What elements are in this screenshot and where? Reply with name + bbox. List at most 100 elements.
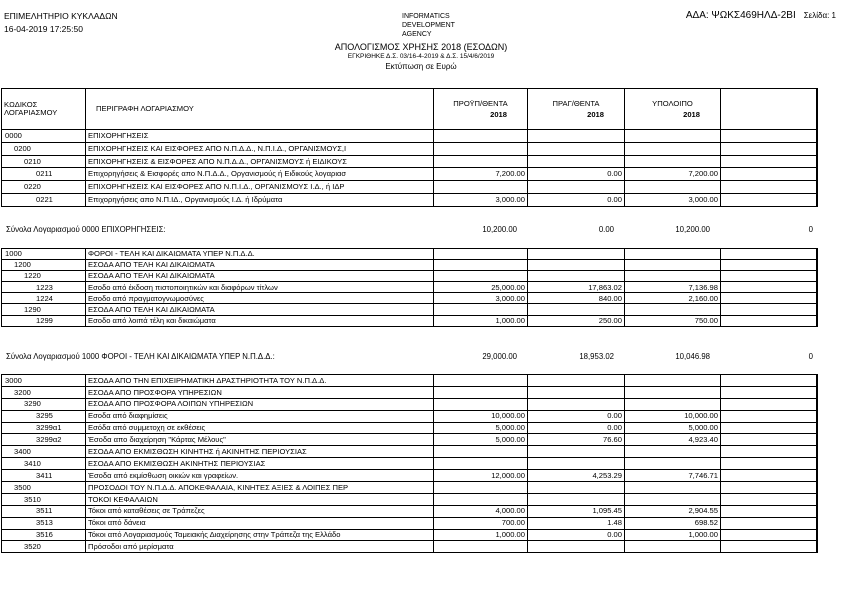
realized-value: 4,253.29 xyxy=(527,469,625,483)
extra-cell xyxy=(720,433,818,447)
remaining-value xyxy=(624,492,721,506)
account-code: 0211 xyxy=(1,167,86,182)
accounts-table: 1000 ΦΟΡΟΙ - ΤΕΛΗ ΚΑΙ ΔΙΚΑΙΩΜΑΤΑ ΥΠΕΡ Ν.Π… xyxy=(1,247,818,327)
extra-cell xyxy=(720,516,818,530)
remaining-value xyxy=(624,374,721,387)
accounts-table: 3000 ΕΣΟΔΑ ΑΠΟ ΤΗΝ ΕΠΙΧΕΙΡΗΜΑΤΙΚΗ ΔΡΑΣΤΗΡ… xyxy=(1,374,818,554)
total-realized: 18,953.02 xyxy=(579,352,614,361)
table-row: 3290 ΕΣΟΔΑ ΑΠΟ ΠΡΟΣΦΟΡΑ ΛΟΙΠΩΝ ΥΠΗΡΕΣΙΩΝ xyxy=(1,397,818,411)
budget-value xyxy=(433,374,528,387)
remaining-value: 5,000.00 xyxy=(624,421,721,435)
extra-cell xyxy=(720,374,818,387)
total-budget: 10,200.00 xyxy=(482,225,517,234)
extra-cell xyxy=(720,281,818,294)
remaining-value: 10,000.00 xyxy=(624,409,721,423)
realized-value xyxy=(527,492,625,506)
budget-value xyxy=(433,481,528,494)
column-year: 2018 xyxy=(587,109,604,119)
column-title: ΠΡΑΓ/ΘΕΝΤΑ xyxy=(552,98,600,108)
realized-value xyxy=(527,141,625,156)
extra-cell xyxy=(720,141,818,156)
account-code: 3410 xyxy=(1,457,86,471)
realized-value xyxy=(527,445,625,459)
realized-value: 0.00 xyxy=(527,167,625,182)
ada-code: ΑΔΑ: ΨΩΚΣ469ΗΛΔ-2ΒΙ xyxy=(685,10,796,21)
report-title: ΑΠΟΛΟΓΙΣΜΟΣ ΧΡΗΣΗΣ 2018 (ΕΣΟΔΩΝ) xyxy=(334,42,508,52)
budget-value xyxy=(433,129,528,143)
budget-value: 25,000.00 xyxy=(433,281,528,294)
realized-value xyxy=(527,397,625,411)
extra-cell xyxy=(720,492,818,506)
remaining-value: 1,000.00 xyxy=(624,528,721,542)
page-number: Σελίδα: 1 xyxy=(803,11,836,20)
remaining-value xyxy=(624,141,721,156)
extra-cell xyxy=(720,385,818,399)
account-code: 0210 xyxy=(1,154,86,169)
column-header-remaining: ΥΠΟΛΟΙΠΟ 2018 xyxy=(624,88,721,130)
account-description: Έσοδα από εκμίσθωση οικιών και γραφείων. xyxy=(85,469,434,483)
table-row: 3510 ΤΟΚΟΙ ΚΕΦΑΛΑΙΩΝ xyxy=(1,492,818,506)
realized-value xyxy=(527,540,625,554)
extra-cell xyxy=(720,409,818,423)
top-right-header: ΑΔΑ: ΨΩΚΣ469ΗΛΔ-2ΒΙ Σελίδα: 1 xyxy=(686,10,836,21)
realized-value: 250.00 xyxy=(527,314,625,327)
account-code: 3200 xyxy=(1,385,86,399)
remaining-value xyxy=(624,154,721,169)
extra-cell xyxy=(720,445,818,459)
extra-cell xyxy=(720,192,818,207)
realized-value: 840.00 xyxy=(527,292,625,305)
budget-value: 12,000.00 xyxy=(433,469,528,483)
remaining-value xyxy=(624,540,721,554)
column-year: 2018 xyxy=(490,109,507,119)
table-row: 0200 ΕΠΙΧΟΡΗΓΗΣΕΙΣ ΚΑΙ ΕΙΣΦΟΡΕΣ ΑΠΟ Ν.Π.Δ… xyxy=(1,141,818,156)
currency-note: Εκτύπωση σε Ευρώ xyxy=(385,62,457,71)
remaining-value: 2,904.55 xyxy=(624,504,721,518)
account-description: ΕΣΟΔΑ ΑΠΟ ΤΕΛΗ ΚΑΙ ΔΙΚΑΙΩΜΑΤΑ xyxy=(85,303,434,316)
realized-value xyxy=(527,180,625,194)
table-row: 1223 Εσοδο από έκδοση πιστοποιητικών και … xyxy=(1,281,818,294)
account-description: ΕΣΟΔΑ ΑΠΟ ΤΗΝ ΕΠΙΧΕΙΡΗΜΑΤΙΚΗ ΔΡΑΣΤΗΡΙΟΤΗ… xyxy=(85,374,434,387)
budget-value: 4,000.00 xyxy=(433,504,528,518)
extra-cell xyxy=(720,504,818,518)
budget-value xyxy=(433,303,528,316)
total-extra: 0 xyxy=(808,352,813,361)
table-row: 3200 ΕΣΟΔΑ ΑΠΟ ΠΡΟΣΦΟΡΑ ΥΠΗΡΕΣΙΩΝ xyxy=(1,385,818,399)
budget-value: 5,000.00 xyxy=(433,433,528,447)
account-description: Εσοδα από διαφημίσεις xyxy=(85,409,434,423)
account-code: 3411 xyxy=(1,469,86,483)
account-code: 1000 xyxy=(1,247,86,261)
account-description: ΕΣΟΔΑ ΑΠΟ ΕΚΜΙΣΘΩΣΗ ΚΙΝΗΤΗΣ ή ΑΚΙΝΗΤΗΣ Π… xyxy=(85,445,434,459)
budget-value xyxy=(433,445,528,459)
account-code: 3511 xyxy=(1,504,86,518)
account-description: Επιχορηγήσεις & Εισφορές απο Ν.Π.Δ.Δ., Ο… xyxy=(85,167,434,182)
column-header-extra xyxy=(720,88,818,130)
budget-value: 10,000.00 xyxy=(433,409,528,423)
table-row: 1224 Εσοδο από πραγματογνωμοσύνες 3,000.00… xyxy=(1,292,818,305)
extra-cell xyxy=(720,481,818,494)
account-code: 1290 xyxy=(1,303,86,316)
budget-value xyxy=(433,141,528,156)
column-header-code: ΚΩΔΙΚΟΣ ΛΟΓΑΡΙΑΣΜΟΥ xyxy=(1,88,86,130)
remaining-value xyxy=(624,385,721,399)
print-datetime: 16-04-2019 17:25:50 xyxy=(4,24,83,34)
remaining-value xyxy=(624,247,721,261)
total-remaining: 10,200.00 xyxy=(675,225,710,234)
remaining-value xyxy=(624,270,721,283)
account-code: 1220 xyxy=(1,270,86,283)
account-description: ΠΡΟΣΟΔΟΙ ΤΟΥ Ν.Π.Δ.Δ. ΑΠΟΚΕΦΑΛΑΙΑ, ΚΙΝΗΤ… xyxy=(85,481,434,494)
account-description: ΕΠΙΧΟΡΗΓΗΣΕΙΣ ΚΑΙ ΕΙΣΦΟΡΕΣ ΑΠΟ Ν.Π.Ι.Δ.,… xyxy=(85,180,434,194)
realized-value: 0.00 xyxy=(527,528,625,542)
account-description: ΕΠΙΧΟΡΗΓΗΣΕΙΣ ΚΑΙ ΕΙΣΦΟΡΕΣ ΑΠΟ Ν.Π.Δ.Δ.,… xyxy=(85,141,434,156)
account-description: ΕΣΟΔΑ ΑΠΟ ΠΡΟΣΦΟΡΑ ΥΠΗΡΕΣΙΩΝ xyxy=(85,385,434,399)
table-row: 3400 ΕΣΟΔΑ ΑΠΟ ΕΚΜΙΣΘΩΣΗ ΚΙΝΗΤΗΣ ή ΑΚΙΝΗΤ… xyxy=(1,445,818,459)
extra-cell xyxy=(720,314,818,327)
column-title: ΥΠΟΛΟΙΠΟ xyxy=(652,98,693,108)
column-header-realized: ΠΡΑΓ/ΘΕΝΤΑ 2018 xyxy=(527,88,625,130)
total-realized: 0.00 xyxy=(598,225,614,234)
realized-value xyxy=(527,259,625,272)
table-row: 3411 Έσοδα από εκμίσθωση οικιών και γραφε… xyxy=(1,469,818,483)
account-code: 1200 xyxy=(1,259,86,272)
account-code: 3290 xyxy=(1,397,86,411)
total-label: Σύνολα Λογαριασμού 0000 ΕΠΙΧΟΡΗΓΗΣΕΙΣ: xyxy=(6,225,166,234)
table-row: 3000 ΕΣΟΔΑ ΑΠΟ ΤΗΝ ΕΠΙΧΕΙΡΗΜΑΤΙΚΗ ΔΡΑΣΤΗΡ… xyxy=(1,374,818,387)
